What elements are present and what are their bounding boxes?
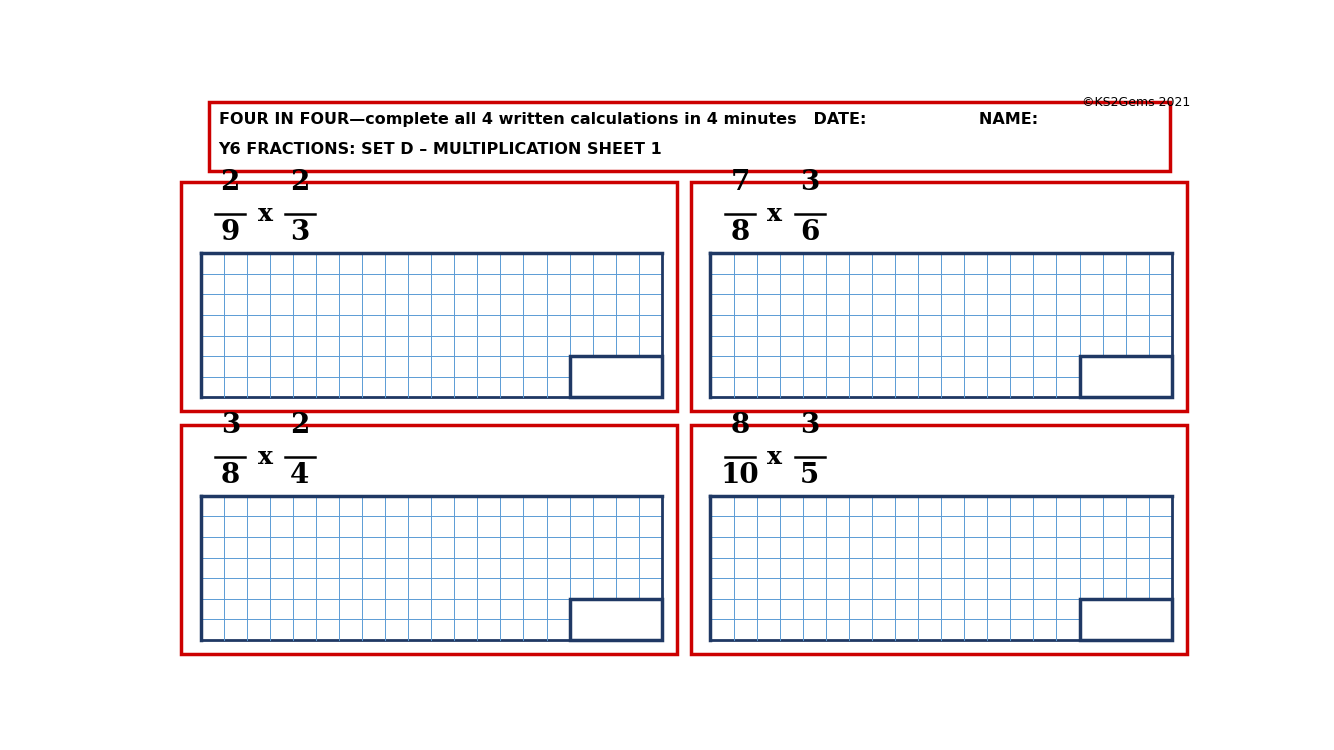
Bar	[180, 182, 676, 411]
Bar	[209, 101, 1170, 171]
Text: 2: 2	[289, 169, 309, 196]
Bar	[570, 356, 662, 398]
Bar	[1079, 598, 1171, 640]
Text: 2: 2	[220, 169, 240, 196]
Text: 2: 2	[289, 412, 309, 439]
Text: 6: 6	[800, 219, 819, 246]
Bar	[691, 425, 1187, 654]
Bar	[1079, 356, 1171, 398]
Text: 3: 3	[289, 219, 309, 246]
Bar	[570, 598, 662, 640]
Text: 5: 5	[800, 461, 819, 488]
Text: 8: 8	[220, 461, 240, 488]
Text: 9: 9	[220, 219, 240, 246]
Text: x: x	[257, 202, 272, 226]
Bar	[180, 425, 676, 654]
Text: 3: 3	[800, 412, 819, 439]
Text: FOUR IN FOUR—complete all 4 written calculations in 4 minutes   DATE:           : FOUR IN FOUR—complete all 4 written calc…	[219, 112, 1038, 128]
Text: Y6 FRACTIONS: SET D – MULTIPLICATION SHEET 1: Y6 FRACTIONS: SET D – MULTIPLICATION SHE…	[219, 142, 663, 157]
Text: x: x	[767, 445, 783, 469]
Text: 3: 3	[220, 412, 240, 439]
Text: ©KS2Gems 2021: ©KS2Gems 2021	[1082, 96, 1190, 109]
Text: x: x	[767, 202, 783, 226]
Text: 8: 8	[731, 219, 750, 246]
Text: 8: 8	[731, 412, 750, 439]
Text: x: x	[257, 445, 272, 469]
Bar	[691, 182, 1187, 411]
Text: 3: 3	[800, 169, 819, 196]
Text: 10: 10	[720, 461, 759, 488]
Text: 7: 7	[731, 169, 750, 196]
Text: 4: 4	[289, 461, 309, 488]
